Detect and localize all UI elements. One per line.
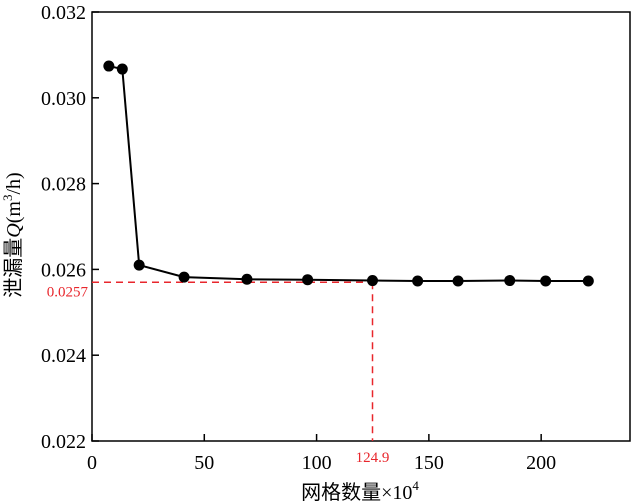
y-axis-title-quantity: 泄漏量: [2, 238, 25, 298]
data-point: [178, 271, 190, 283]
x-tick-label: 150: [414, 452, 444, 474]
data-point: [116, 63, 128, 75]
y-axis-title-variable: Q: [3, 223, 25, 238]
data-point: [540, 275, 552, 287]
data-point: [302, 274, 314, 286]
series: [103, 60, 594, 287]
y-axis-title-unit-open: (m: [3, 201, 25, 224]
x-tick-label: 100: [302, 452, 332, 474]
x-axis-title: 网格数量×104: [301, 478, 419, 503]
x-axis-title-text: 网格数量×10: [301, 481, 412, 503]
data-point: [103, 60, 115, 72]
reference-lines: 0.0257 124.9: [47, 281, 390, 466]
labels: 网格数量×104 泄漏量Q(m3/h): [0, 172, 419, 503]
x-tick-label: 200: [526, 452, 556, 474]
x-axis-title-superscript: 4: [412, 478, 419, 493]
data-point: [582, 275, 594, 287]
x-tick-label: 50: [194, 452, 214, 474]
y-axis-title-unit-close: /h): [3, 172, 25, 194]
plot-frame: [91, 11, 631, 442]
y-tick-label: 0.022: [41, 431, 86, 453]
data-point: [241, 273, 253, 285]
data-point: [504, 275, 516, 287]
y-tick-label: 0.024: [41, 345, 86, 367]
y-tick-label: 0.032: [41, 2, 86, 24]
data-point: [452, 275, 464, 287]
y-axis-title: 泄漏量Q(m3/h): [0, 172, 25, 297]
axes: 0 50 100 150 200 0.022 0.024 0.026 0.028 0.030 0.0…: [41, 2, 631, 474]
data-point: [367, 275, 379, 287]
reference-y-label: 0.0257: [47, 284, 89, 300]
y-tick-label: 0.026: [41, 259, 86, 281]
y-axis-title-unit-superscript: 3: [0, 195, 15, 202]
data-point: [133, 259, 145, 271]
reference-x-label: 124.9: [356, 450, 390, 466]
x-tick-label: 0: [87, 452, 97, 474]
y-tick-label: 0.030: [41, 88, 86, 110]
series-line: [108, 65, 589, 282]
data-point: [412, 275, 424, 287]
y-tick-label: 0.028: [41, 174, 86, 196]
